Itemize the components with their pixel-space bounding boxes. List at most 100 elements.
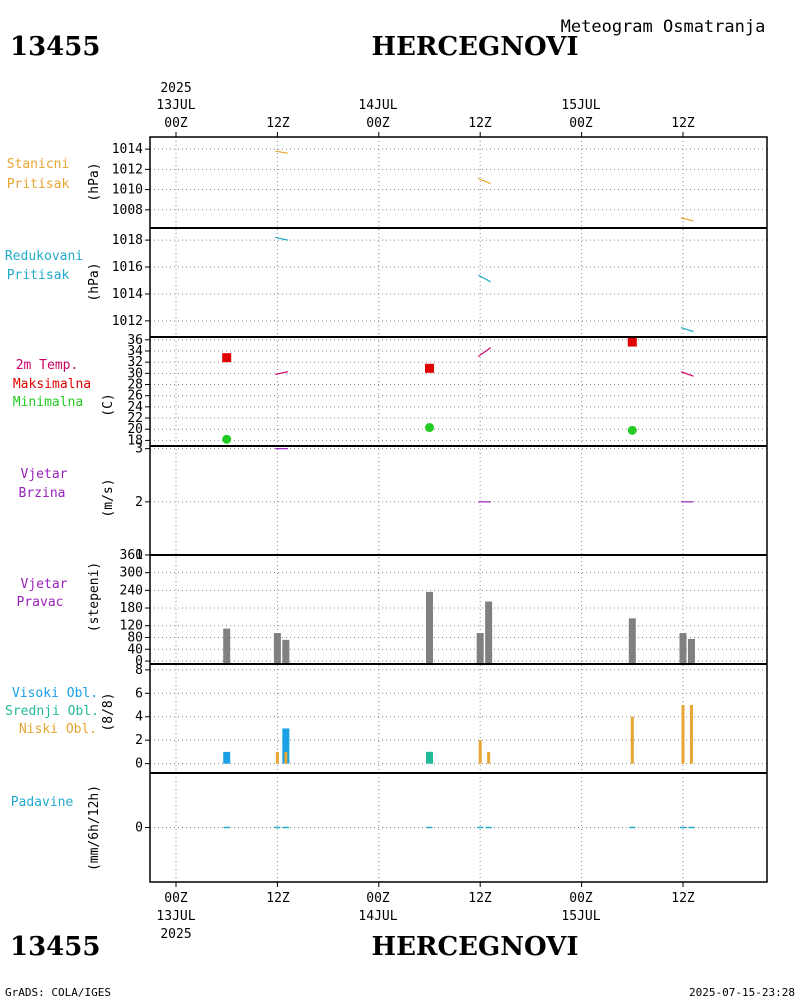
cloud-bar	[478, 740, 482, 764]
y-tick-label: 26	[127, 389, 143, 404]
top-time-tick-0: 00Z	[164, 116, 188, 131]
temperature-line	[275, 371, 288, 376]
station-id-bottom: 13455	[10, 932, 100, 962]
y-tick-label: 28	[127, 378, 143, 393]
wind-direction-bar	[273, 633, 281, 666]
top-time-tick-1: 12Z	[266, 116, 290, 131]
cloud-bar	[681, 705, 685, 764]
y-tick-label: 0	[135, 654, 143, 669]
label-pritisak-1: Pritisak	[7, 177, 70, 192]
y-tick-label: 0	[135, 821, 143, 836]
top-time-tick-3: 12Z	[468, 116, 492, 131]
y-tick-label: 80	[127, 630, 143, 645]
y-tick-label: 120	[120, 619, 143, 634]
y-tick-label: 36	[127, 333, 143, 348]
label-visoki: Visoki Obl.	[12, 686, 98, 701]
unit-temperature: (C)	[101, 393, 116, 416]
station-name-bottom: HERCEGNOVI	[372, 932, 579, 962]
min-temp-marker	[627, 425, 637, 435]
wind-direction-bar	[679, 633, 687, 666]
wind-direction-bar	[485, 601, 493, 666]
cloud-bar	[630, 716, 634, 764]
unit-wind-dir: (stepeni)	[87, 562, 102, 632]
wind-direction-bar	[223, 628, 231, 666]
y-tick-label: 2	[135, 495, 143, 510]
label-vjetar-2: Vjetar	[21, 577, 68, 592]
min-temp-marker	[222, 434, 232, 444]
label-redukovani: Redukovani	[5, 249, 83, 264]
top-year-label: 2025	[160, 81, 191, 96]
y-tick-label: 300	[120, 566, 143, 581]
plot-frame	[149, 136, 768, 883]
reduced-pressure-line	[680, 327, 694, 333]
bottom-time-tick-3: 12Z	[468, 891, 492, 906]
y-tick-label: 22	[127, 411, 143, 426]
y-tick-label: 2	[135, 733, 143, 748]
bottom-time-tick-2: 00Z	[366, 891, 390, 906]
bottom-date-13jul: 13JUL	[156, 909, 195, 924]
top-date-15jul: 15JUL	[561, 98, 600, 113]
wind-direction-bar	[687, 638, 695, 666]
y-tick-label: 20	[127, 422, 143, 437]
bottom-time-tick-4: 00Z	[569, 891, 593, 906]
y-tick-label: 1008	[112, 203, 143, 218]
y-tick-label: 1016	[112, 260, 143, 275]
unit-precip: (mm/6h/12h)	[87, 785, 102, 871]
station-pressure-line	[680, 217, 694, 222]
cloud-bar	[282, 728, 290, 764]
bottom-date-14jul: 14JUL	[358, 909, 397, 924]
top-time-tick-2: 00Z	[366, 116, 390, 131]
y-tick-label: 32	[127, 355, 143, 370]
wind-direction-bar	[426, 591, 433, 666]
bottom-time-tick-0: 00Z	[164, 891, 188, 906]
y-tick-label: 18	[127, 433, 143, 448]
label-2m-temp: 2m Temp.	[16, 358, 79, 373]
y-tick-label: 1018	[112, 233, 143, 248]
y-tick-label: 24	[127, 400, 143, 415]
y-tick-label: 6	[135, 686, 143, 701]
label-brzina: Brzina	[19, 486, 66, 501]
y-tick-label: 4	[135, 710, 143, 725]
top-time-tick-5: 12Z	[671, 116, 695, 131]
y-tick-label: 3	[135, 442, 143, 457]
top-date-14jul: 14JUL	[358, 98, 397, 113]
label-maksimalna: Maksimalna	[13, 377, 91, 392]
y-tick-label: 30	[127, 366, 143, 381]
y-tick-label: 180	[120, 601, 143, 616]
cloud-bar	[426, 751, 433, 764]
label-stanicni: Stanicni	[7, 157, 70, 172]
y-tick-label: 0	[135, 757, 143, 772]
top-date-13jul: 13JUL	[156, 98, 195, 113]
bottom-time-tick-1: 12Z	[266, 891, 290, 906]
plot-marks	[222, 150, 695, 829]
cloud-bar	[487, 751, 491, 764]
bottom-date-15jul: 15JUL	[561, 909, 600, 924]
temperature-line	[680, 371, 694, 377]
label-pravac: Pravac	[17, 595, 64, 610]
wind-direction-bar	[282, 639, 290, 666]
wind-direction-bar	[476, 633, 484, 666]
station-id-top: 13455	[10, 32, 100, 62]
station-pressure-line	[477, 177, 491, 185]
y-tick-label: 1010	[112, 183, 143, 198]
wind-direction-bar	[628, 618, 636, 666]
temperature-line	[477, 347, 492, 358]
cloud-bar	[223, 751, 231, 764]
y-tick-label: 34	[127, 344, 143, 359]
timestamp: 2025-07-15-23:28	[689, 986, 795, 999]
y-tick-label: 240	[120, 583, 143, 598]
chart-title: Meteogram Osmatranja	[561, 17, 766, 37]
credit: GrADS: COLA/IGES	[5, 986, 111, 999]
y-tick-label: 1012	[112, 162, 143, 177]
unit-reduced-pressure: (hPa)	[87, 262, 102, 301]
cloud-bar	[275, 751, 279, 764]
outer-frame	[149, 136, 768, 883]
bottom-time-tick-5: 12Z	[671, 891, 695, 906]
y-tick-label: 1012	[112, 314, 143, 329]
min-temp-marker	[425, 423, 434, 433]
y-tick-label: 360	[120, 548, 143, 563]
unit-wind-speed: (m/s)	[101, 478, 116, 517]
reduced-pressure-line	[477, 274, 491, 283]
station-pressure-line	[275, 150, 288, 154]
